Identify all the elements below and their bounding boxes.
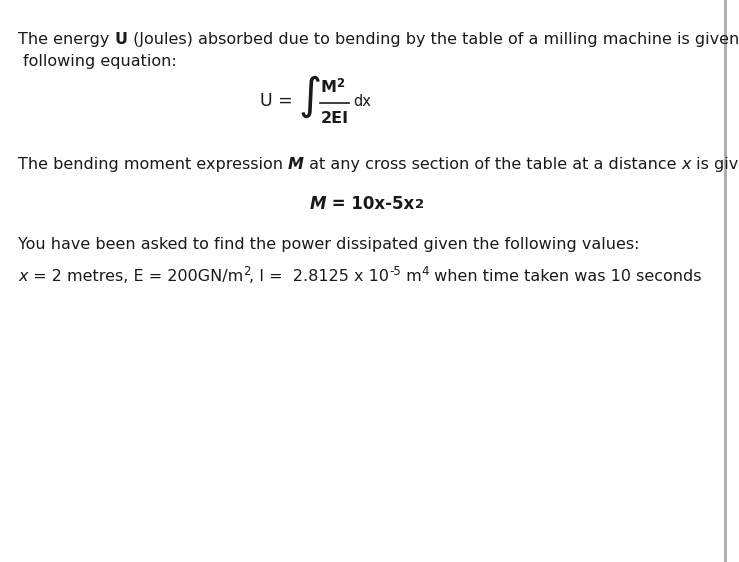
Text: m: m	[401, 269, 422, 284]
Text: The energy: The energy	[18, 32, 115, 47]
Text: U =: U =	[260, 92, 299, 110]
Text: M: M	[310, 195, 327, 213]
Text: You have been asked to find the power dissipated given the following values:: You have been asked to find the power di…	[18, 237, 639, 252]
Text: ∫: ∫	[299, 75, 321, 119]
Text: = 10x-5x: = 10x-5x	[327, 195, 415, 213]
Text: x: x	[18, 269, 27, 284]
Text: U: U	[115, 32, 128, 47]
Text: 2: 2	[242, 265, 251, 278]
Text: 2EI: 2EI	[321, 111, 349, 126]
Text: (Joules) absorbed due to bending by the table of a milling machine is given by: (Joules) absorbed due to bending by the …	[128, 32, 739, 47]
Text: x: x	[681, 157, 691, 172]
Text: = 2 metres, E = 200GN/m: = 2 metres, E = 200GN/m	[27, 269, 242, 284]
Text: following equation:: following equation:	[23, 54, 177, 69]
Text: -5: -5	[389, 265, 401, 278]
Text: dx: dx	[353, 93, 372, 108]
Text: M: M	[321, 80, 336, 95]
Text: , I =  2.8125 x 10: , I = 2.8125 x 10	[249, 269, 389, 284]
Text: 4: 4	[422, 265, 429, 278]
Text: is given by :: is given by :	[691, 157, 739, 172]
Text: 2: 2	[415, 198, 424, 211]
Text: at any cross section of the table at a distance: at any cross section of the table at a d…	[304, 157, 681, 172]
Text: 2: 2	[336, 77, 344, 90]
Text: The bending moment expression: The bending moment expression	[18, 157, 288, 172]
Text: when time taken was 10 seconds: when time taken was 10 seconds	[429, 269, 702, 284]
Text: M: M	[288, 157, 304, 172]
